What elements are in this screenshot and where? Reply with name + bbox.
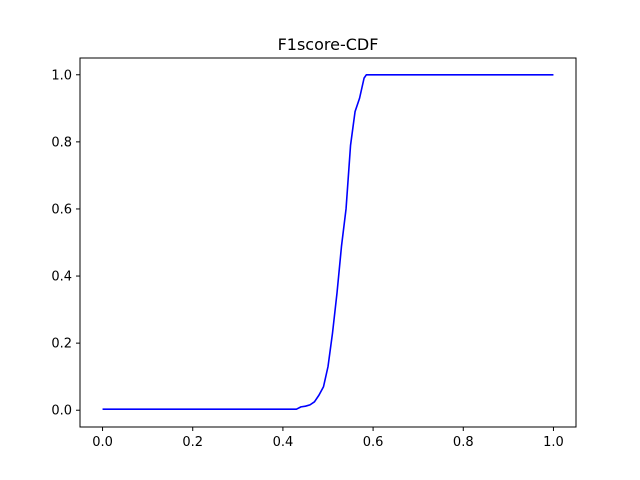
y-tick-label: 0.8 <box>51 135 72 150</box>
x-tick-label: 0.2 <box>182 435 203 450</box>
axes-frame <box>79 57 577 428</box>
x-tick-label: 0.8 <box>453 435 474 450</box>
y-tick-label: 0.6 <box>51 202 72 217</box>
plot-area <box>102 73 554 411</box>
x-tick-label: 1.0 <box>543 435 564 450</box>
y-tick-label: 0.4 <box>51 270 72 285</box>
x-tick-label: 0.6 <box>363 435 384 450</box>
y-tick-label: 1.0 <box>51 68 72 83</box>
chart-title: F1score-CDF <box>278 35 379 54</box>
x-tick-label: 0.4 <box>273 435 294 450</box>
axes: 0.0 0.2 0.4 0.6 0.8 1.0 0.0 0.2 0.4 0.6 0.8 1.0 <box>51 57 577 450</box>
series-line-0 <box>102 73 554 411</box>
y-tick-label: 0.0 <box>51 404 72 419</box>
y-tick-label: 0.2 <box>51 337 72 352</box>
x-tick-label: 0.0 <box>92 435 113 450</box>
